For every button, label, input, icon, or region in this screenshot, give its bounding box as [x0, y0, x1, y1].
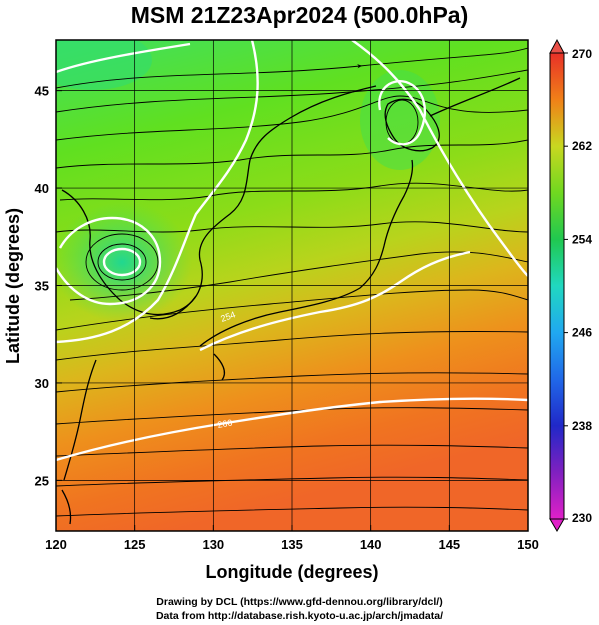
- x-tick-label: 145: [438, 537, 460, 552]
- x-tick-label: 135: [281, 537, 303, 552]
- colorbar-tick-label: 254: [572, 232, 592, 246]
- x-tick-label: 125: [124, 537, 146, 552]
- colorbar-tick-label: 230: [572, 511, 592, 525]
- y-tick-label: 35: [35, 279, 49, 294]
- streamlines: [56, 47, 528, 517]
- colorbar-top-triangle: [549, 38, 565, 54]
- y-tick-label: 25: [35, 473, 49, 488]
- colorbar-tick-label: 238: [572, 419, 592, 433]
- credit-drawing: Drawing by DCL (https://www.gfd-dennou.o…: [156, 596, 443, 608]
- y-axis-label: Latitude (degrees): [3, 208, 23, 364]
- x-tick-label: 130: [202, 537, 224, 552]
- y-tick-label: 40: [35, 181, 49, 196]
- colorbar-tick-label: 246: [572, 326, 592, 340]
- colorbar: 270 262 254 246 238 230: [549, 38, 592, 532]
- x-tick-label: 120: [45, 537, 67, 552]
- colorbar-bottom-triangle: [549, 518, 565, 532]
- x-axis: 120 125 130 135 140 145 150: [45, 525, 539, 552]
- contour-label-254: 254: [219, 309, 237, 324]
- gridlines: [56, 40, 528, 531]
- contour-lines: [56, 40, 528, 462]
- chart-title: MSM 21Z23Apr2024 (500.0hPa): [130, 2, 469, 28]
- credit-data: Data from http://database.rish.kyoto-u.a…: [155, 610, 444, 622]
- colorbar-tick-label: 262: [572, 139, 592, 153]
- colorbar-bar: [549, 52, 565, 520]
- x-tick-label: 140: [360, 537, 382, 552]
- contour-label-260: 260: [217, 418, 234, 430]
- x-axis-label: Longitude (degrees): [205, 562, 378, 582]
- x-tick-label: 150: [517, 537, 539, 552]
- coastlines: [61, 77, 521, 525]
- y-tick-label: 30: [35, 376, 49, 391]
- y-tick-label: 45: [35, 84, 49, 99]
- y-axis: 25 30 35 40 45: [35, 84, 62, 488]
- colorbar-tick-label: 270: [572, 47, 592, 61]
